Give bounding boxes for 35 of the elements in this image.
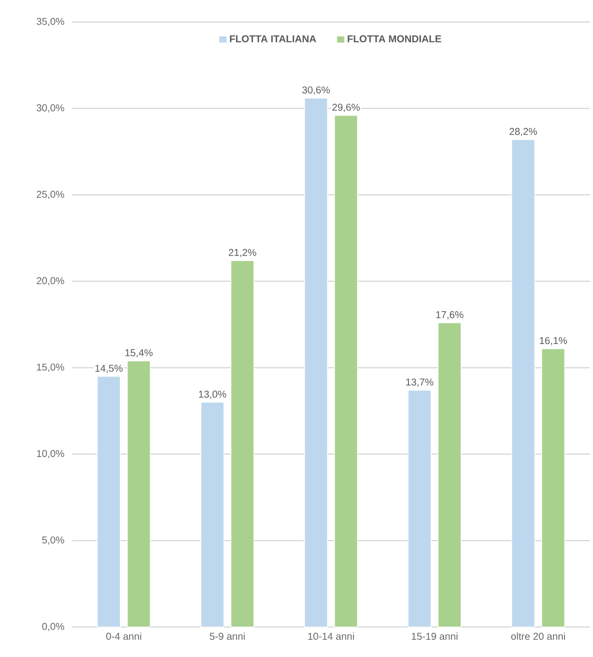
bar bbox=[126, 360, 151, 628]
bar bbox=[438, 322, 462, 628]
y-tick-label: 0,0% bbox=[42, 622, 64, 632]
data-label: 15,4% bbox=[125, 349, 153, 358]
data-label: 14,5% bbox=[95, 364, 123, 373]
data-label: 17,6% bbox=[436, 311, 464, 320]
bar bbox=[408, 390, 432, 628]
data-label: 29,6% bbox=[332, 104, 360, 112]
bar bbox=[334, 114, 358, 628]
data-label: 13,7% bbox=[406, 378, 434, 387]
bar bbox=[511, 139, 536, 628]
bar bbox=[304, 98, 328, 628]
y-tick-label: 15,0% bbox=[37, 364, 64, 372]
data-label: 28,2% bbox=[510, 128, 537, 136]
x-tick-label: 5-9 anni bbox=[210, 632, 245, 640]
bar bbox=[541, 348, 566, 628]
x-tick-label: 10-14 anni bbox=[308, 632, 354, 640]
x-tick-label: oltre 20 anni bbox=[511, 632, 565, 640]
y-tick-label: 25,0% bbox=[36, 190, 64, 199]
legend-label: FLOTTA MONDIALE bbox=[348, 35, 442, 42]
bar bbox=[230, 260, 254, 628]
y-tick-label: 30,0% bbox=[36, 104, 64, 113]
y-tick-label: 5,0% bbox=[42, 536, 64, 545]
legend-label: FLOTTA ITALIANA bbox=[230, 35, 316, 42]
data-label: 21,2% bbox=[228, 248, 256, 258]
x-tick-label: 15-19 anni bbox=[412, 632, 458, 640]
bar bbox=[200, 402, 224, 628]
data-label: 16,1% bbox=[540, 337, 567, 346]
bar bbox=[96, 376, 121, 628]
y-tick-label: 35,0% bbox=[36, 18, 64, 26]
data-label: 13,0% bbox=[199, 390, 226, 399]
data-label: 30,6% bbox=[302, 86, 330, 95]
y-tick-label: 10,0% bbox=[37, 450, 64, 458]
x-tick-label: 0-4 anni bbox=[106, 632, 142, 640]
y-tick-label: 20,0% bbox=[36, 277, 64, 286]
